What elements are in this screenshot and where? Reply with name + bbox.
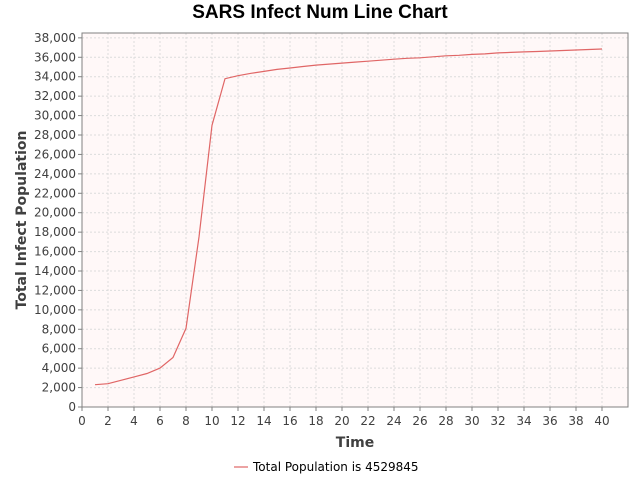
x-tick-label: 24: [386, 414, 401, 428]
x-tick-label: 32: [490, 414, 505, 428]
y-tick-label: 20,000: [34, 206, 76, 220]
grid: [81, 33, 628, 408]
y-axis-label: Total Infect Population: [14, 131, 30, 310]
plot-border: [81, 32, 629, 408]
y-tick-label: 6,000: [42, 342, 76, 356]
x-tick-label: 40: [594, 414, 609, 428]
x-tick-label: 16: [282, 414, 297, 428]
chart-title: SARS Infect Num Line Chart: [192, 2, 448, 23]
y-tick-label: 2,000: [42, 381, 76, 395]
x-tick-label: 36: [542, 414, 557, 428]
y-tick-label: 28,000: [34, 128, 76, 142]
y-tick-label: 22,000: [34, 186, 76, 200]
series-line: [94, 48, 603, 386]
y-tick-label: 36,000: [34, 50, 76, 64]
x-axis: 0 2 4 6 8 10 12 14 16 18 20 22 24 26 28 30 32 34 36 38 40: [78, 407, 610, 428]
y-tick-label: 18,000: [34, 225, 76, 239]
y-tick-label: 16,000: [34, 245, 76, 259]
x-tick-label: 2: [104, 414, 112, 428]
x-tick-label: 8: [182, 414, 190, 428]
y-tick-label: 4,000: [42, 361, 76, 375]
x-tick-label: 26: [412, 414, 427, 428]
x-tick-label: 4: [130, 414, 138, 428]
x-axis-label: Time: [336, 435, 374, 451]
y-tick-label: 26,000: [34, 147, 76, 161]
y-tick-label: 30,000: [34, 109, 76, 123]
x-tick-label: 30: [464, 414, 479, 428]
plot-area: [82, 33, 628, 407]
x-tick-label: 10: [204, 414, 219, 428]
y-tick-label: 10,000: [34, 303, 76, 317]
legend-entry: Total Population is 4529845: [252, 460, 419, 474]
x-tick-label: 14: [256, 414, 271, 428]
y-tick-label: 38,000: [34, 31, 76, 45]
y-tick-label: 24,000: [34, 167, 76, 181]
y-tick-label: 8,000: [42, 322, 76, 336]
x-tick-label: 12: [230, 414, 245, 428]
x-tick-label: 18: [308, 414, 323, 428]
x-tick-label: 20: [334, 414, 349, 428]
series-group: [94, 48, 603, 386]
x-tick-label: 34: [516, 414, 531, 428]
y-axis: 0 2,000 4,000 6,000 8,000 10,000 12,000 14,000 1…: [34, 31, 82, 414]
y-tick-label: 0: [68, 400, 76, 414]
y-tick-label: 14,000: [34, 264, 76, 278]
x-tick-label: 6: [156, 414, 164, 428]
y-tick-label: 32,000: [34, 89, 76, 103]
x-tick-label: 0: [78, 414, 86, 428]
legend: Total Population is 4529845: [234, 460, 419, 474]
x-tick-label: 38: [568, 414, 583, 428]
y-tick-label: 12,000: [34, 283, 76, 297]
x-tick-label: 22: [360, 414, 375, 428]
x-tick-label: 28: [438, 414, 453, 428]
y-tick-label: 34,000: [34, 70, 76, 84]
